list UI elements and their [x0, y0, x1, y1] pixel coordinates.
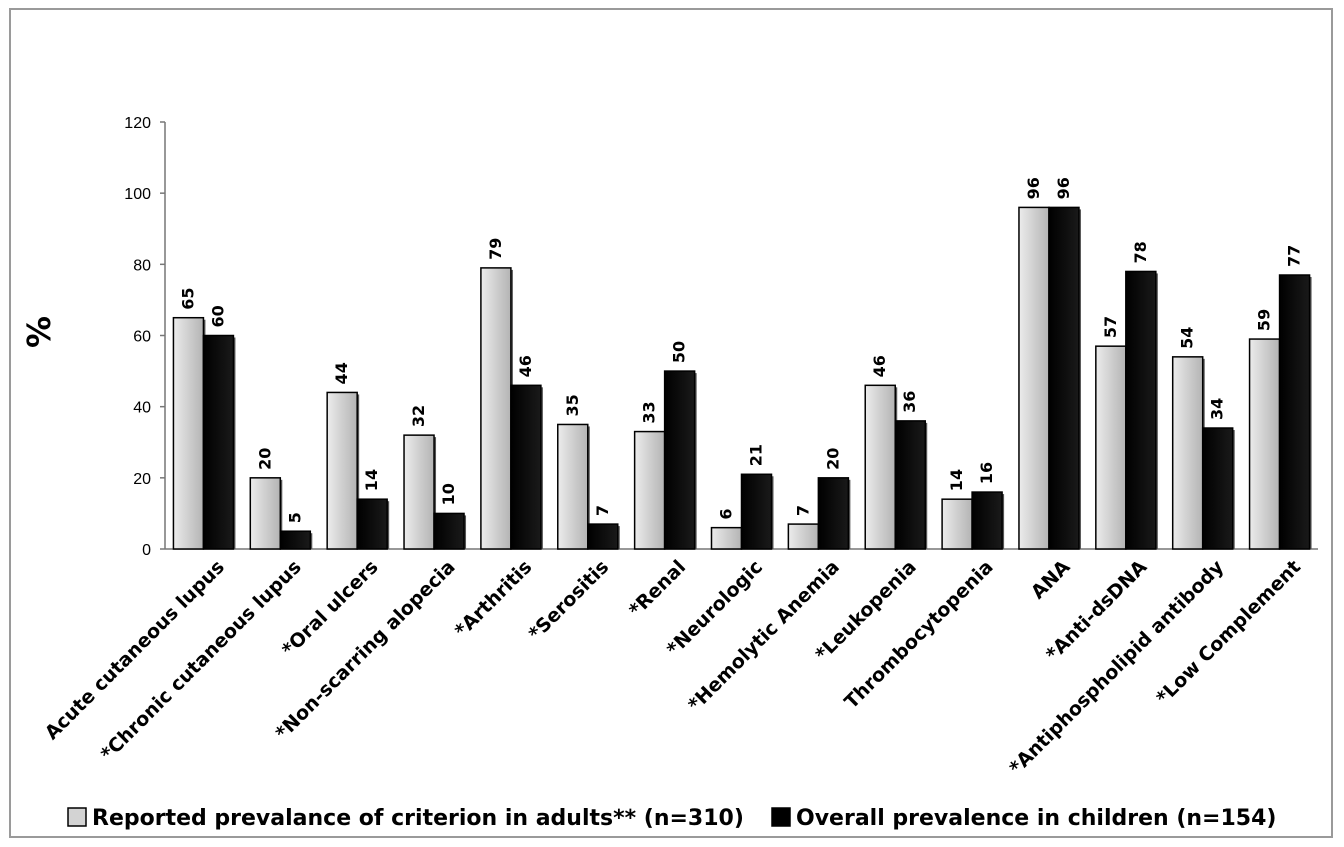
bars	[172, 206, 1312, 550]
category-labels: Acute cutaneous lupus*Chronic cutaneous …	[41, 556, 1305, 779]
value-label: 10	[439, 483, 458, 505]
value-label: 77	[1285, 245, 1304, 267]
value-label: 32	[409, 405, 428, 427]
value-label: 16	[977, 462, 996, 484]
legend-swatch	[771, 807, 791, 827]
bar	[510, 384, 542, 550]
bar	[1095, 345, 1127, 550]
value-label: 65	[178, 287, 197, 309]
bar	[894, 420, 926, 550]
bar	[817, 477, 850, 550]
value-label: 79	[486, 238, 505, 260]
bar	[1201, 427, 1234, 550]
bar	[1278, 274, 1311, 550]
bar	[557, 423, 589, 550]
bar	[663, 370, 696, 550]
value-label: 34	[1208, 398, 1227, 420]
value-label: 21	[747, 444, 766, 466]
value-label: 54	[1178, 327, 1197, 349]
bar	[633, 430, 666, 550]
value-label: 96	[1054, 177, 1073, 199]
value-label: 14	[362, 469, 381, 491]
y-tick-label: 120	[124, 115, 151, 132]
value-label: 5	[285, 512, 304, 523]
bar	[249, 477, 282, 550]
value-label: 78	[1131, 241, 1150, 263]
bar	[1125, 270, 1157, 550]
value-label: 96	[1024, 177, 1043, 199]
value-label: 33	[640, 401, 659, 423]
bar	[787, 523, 820, 550]
y-tick-label: 0	[142, 542, 151, 559]
value-label: 44	[332, 362, 351, 384]
value-label: 36	[900, 391, 919, 413]
y-tick-label: 80	[133, 257, 151, 274]
legend-label: Reported prevalance of criterion in adul…	[92, 806, 744, 831]
bar	[480, 267, 512, 550]
bar	[587, 523, 619, 550]
bar	[403, 434, 435, 550]
value-label: 46	[870, 355, 889, 377]
bar	[172, 316, 205, 550]
y-tick-label: 20	[133, 471, 151, 488]
bar	[1048, 206, 1080, 550]
value-label: 59	[1255, 309, 1274, 331]
value-label: 20	[823, 448, 842, 470]
category-label: Thrombocytopenia	[840, 556, 997, 713]
category-label: ANA	[1027, 556, 1075, 604]
value-label: 7	[793, 505, 812, 516]
y-axis-label: %	[20, 316, 58, 348]
category-label: *Renal	[625, 556, 690, 621]
category-label: *Serositis	[524, 556, 613, 645]
legend-swatch	[67, 807, 87, 827]
value-label: 14	[947, 469, 966, 491]
bar	[433, 512, 465, 550]
value-label: 50	[670, 341, 689, 363]
chart-frame	[9, 8, 1333, 838]
bar	[864, 384, 896, 550]
bar	[1248, 338, 1281, 550]
category-label: *Low Complement	[1152, 556, 1305, 709]
value-label: 46	[516, 355, 535, 377]
bar	[202, 334, 235, 550]
y-tick-label: 60	[133, 329, 151, 346]
bar	[326, 391, 358, 550]
bar	[356, 498, 388, 550]
value-label: 20	[255, 448, 274, 470]
legend: Reported prevalance of criterion in adul…	[67, 806, 1276, 831]
bar	[1171, 356, 1204, 550]
value-label: 7	[593, 505, 612, 516]
bar	[941, 498, 973, 550]
bar	[1018, 206, 1050, 550]
category-label: *Hemolytic Anemia	[684, 556, 844, 716]
value-label: 60	[208, 305, 227, 327]
bar	[971, 491, 1003, 550]
y-tick-label: 100	[124, 186, 151, 203]
bar	[740, 473, 773, 550]
bar	[710, 526, 743, 550]
value-label: 6	[717, 509, 736, 520]
bar	[279, 530, 312, 550]
y-tick-label: 40	[133, 400, 151, 417]
value-label: 57	[1101, 316, 1120, 338]
value-labels: 65 60 20 5 44 14 32 10 79 46 35 7 33 50 6 21 7 20 46 36 14 16…	[178, 177, 1303, 523]
value-label: 35	[563, 394, 582, 416]
legend-label: Overall prevalence in children (n=154)	[796, 806, 1276, 831]
